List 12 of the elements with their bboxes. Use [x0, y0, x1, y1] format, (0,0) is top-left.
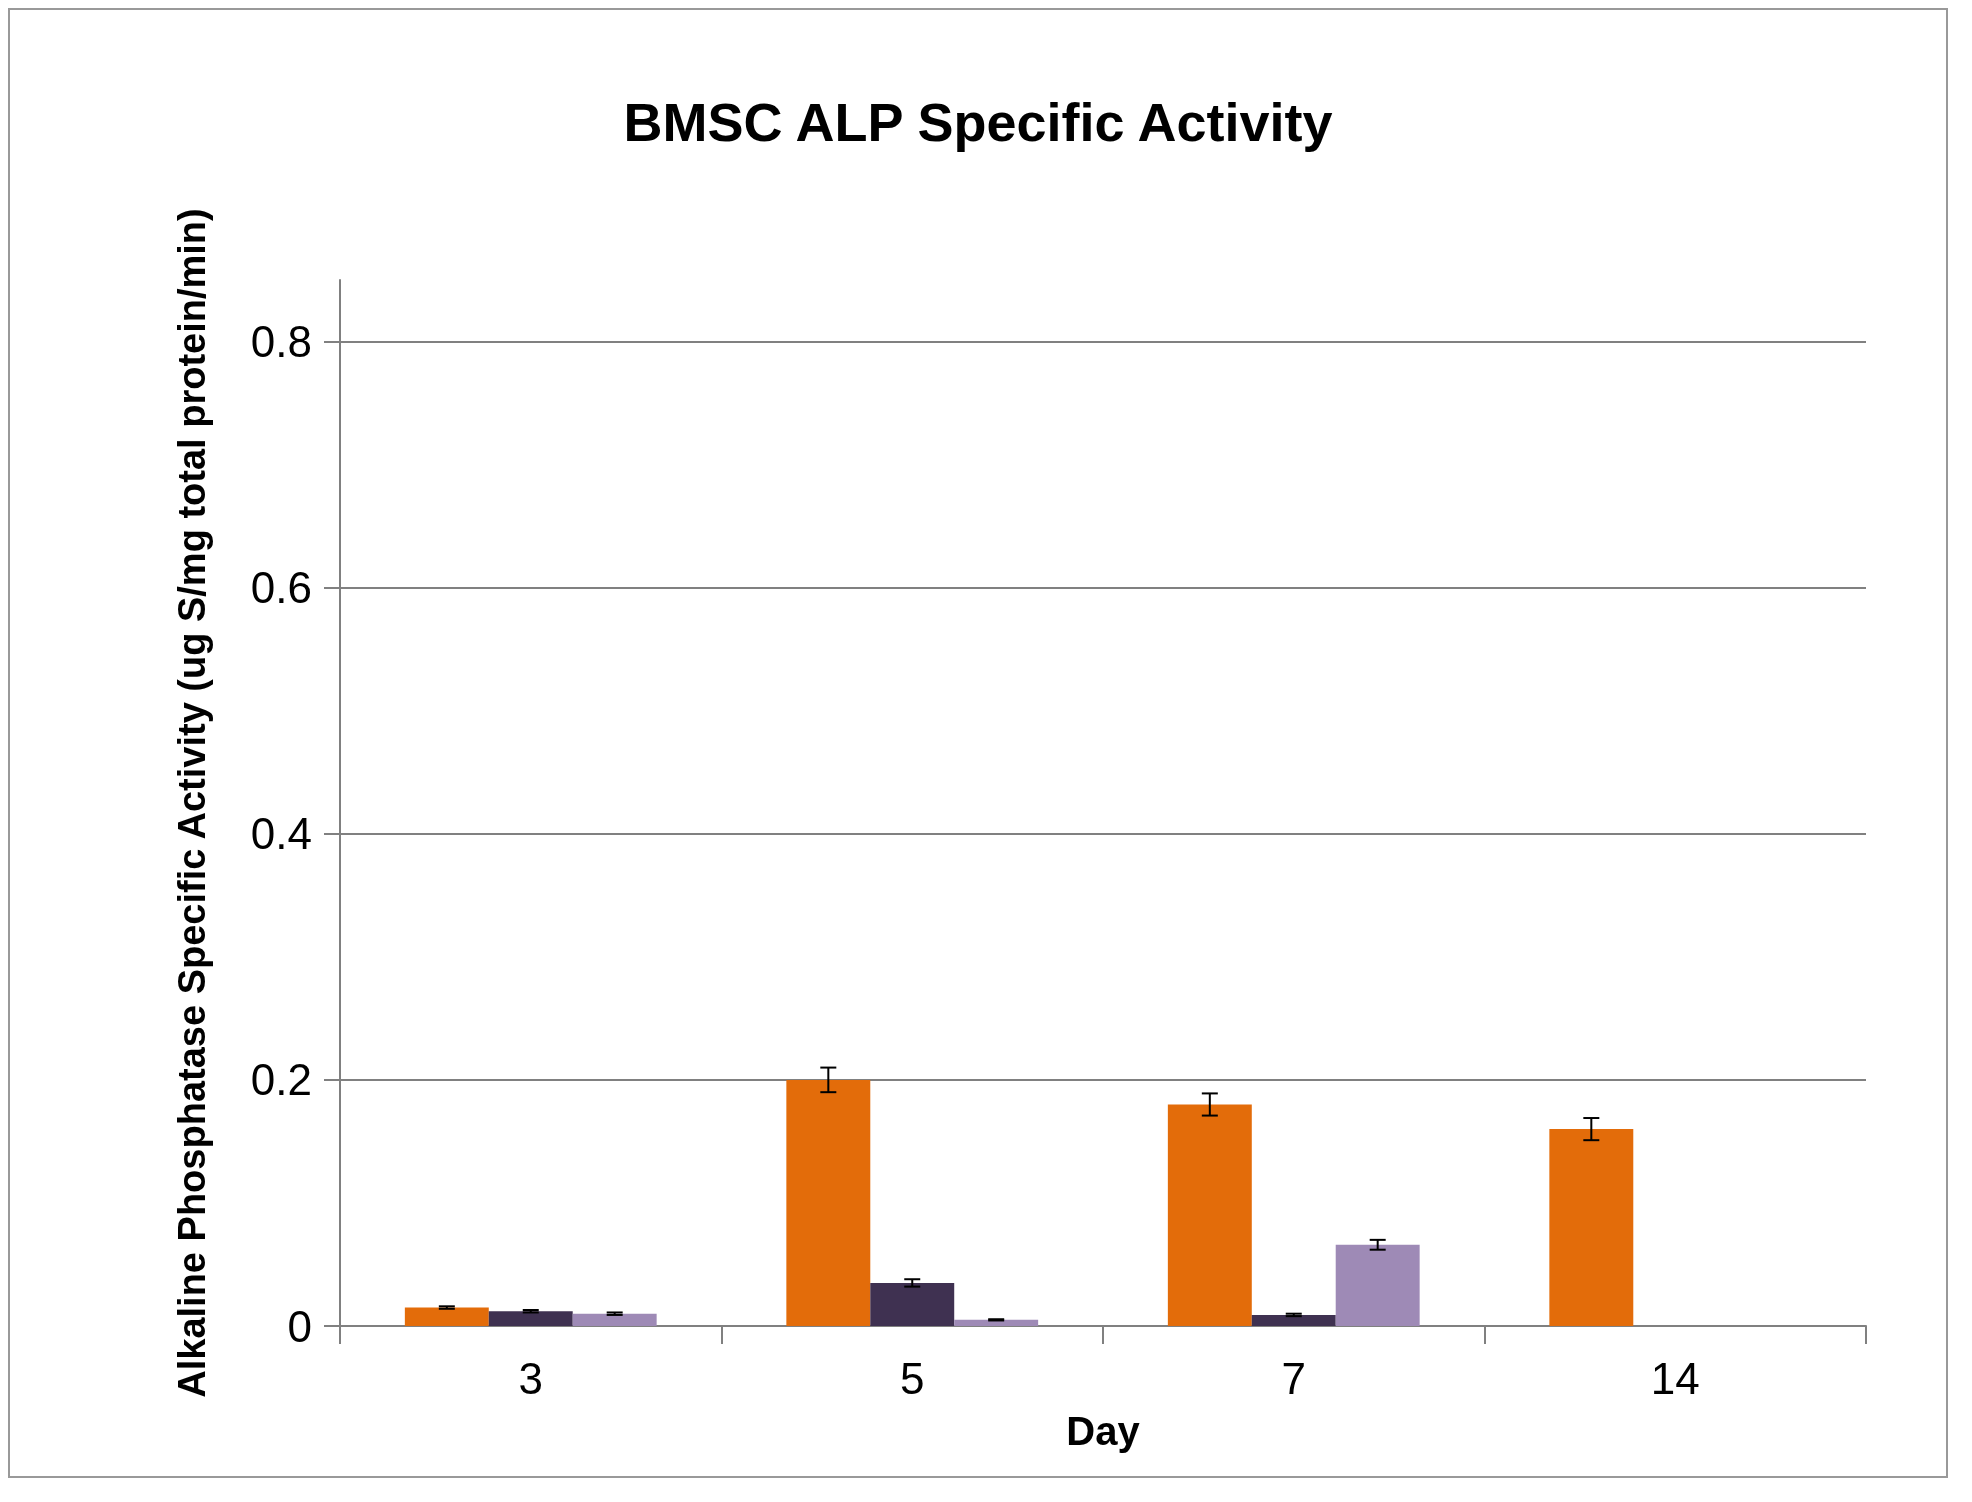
y-tick-label: 0.4 [250, 809, 312, 859]
chart-title: BMSC ALP Specific Activity [623, 92, 1333, 152]
y-tick-label: 0.2 [250, 1055, 312, 1105]
y-tick-label: 0.6 [250, 563, 312, 613]
y-axis-title: Alkaline Phosphatase Specific Activity (ug S/mg total protein/min) [171, 208, 213, 1398]
x-tick-label: 5 [900, 1353, 925, 1403]
x-tick-label: 3 [518, 1353, 543, 1403]
x-tick-label: 7 [1281, 1353, 1306, 1403]
x-axis-title: Day [1066, 1409, 1141, 1453]
x-tick-label: 14 [1650, 1353, 1700, 1403]
y-tick-label: 0.8 [250, 317, 312, 367]
y-tick-label: 0 [287, 1301, 312, 1351]
